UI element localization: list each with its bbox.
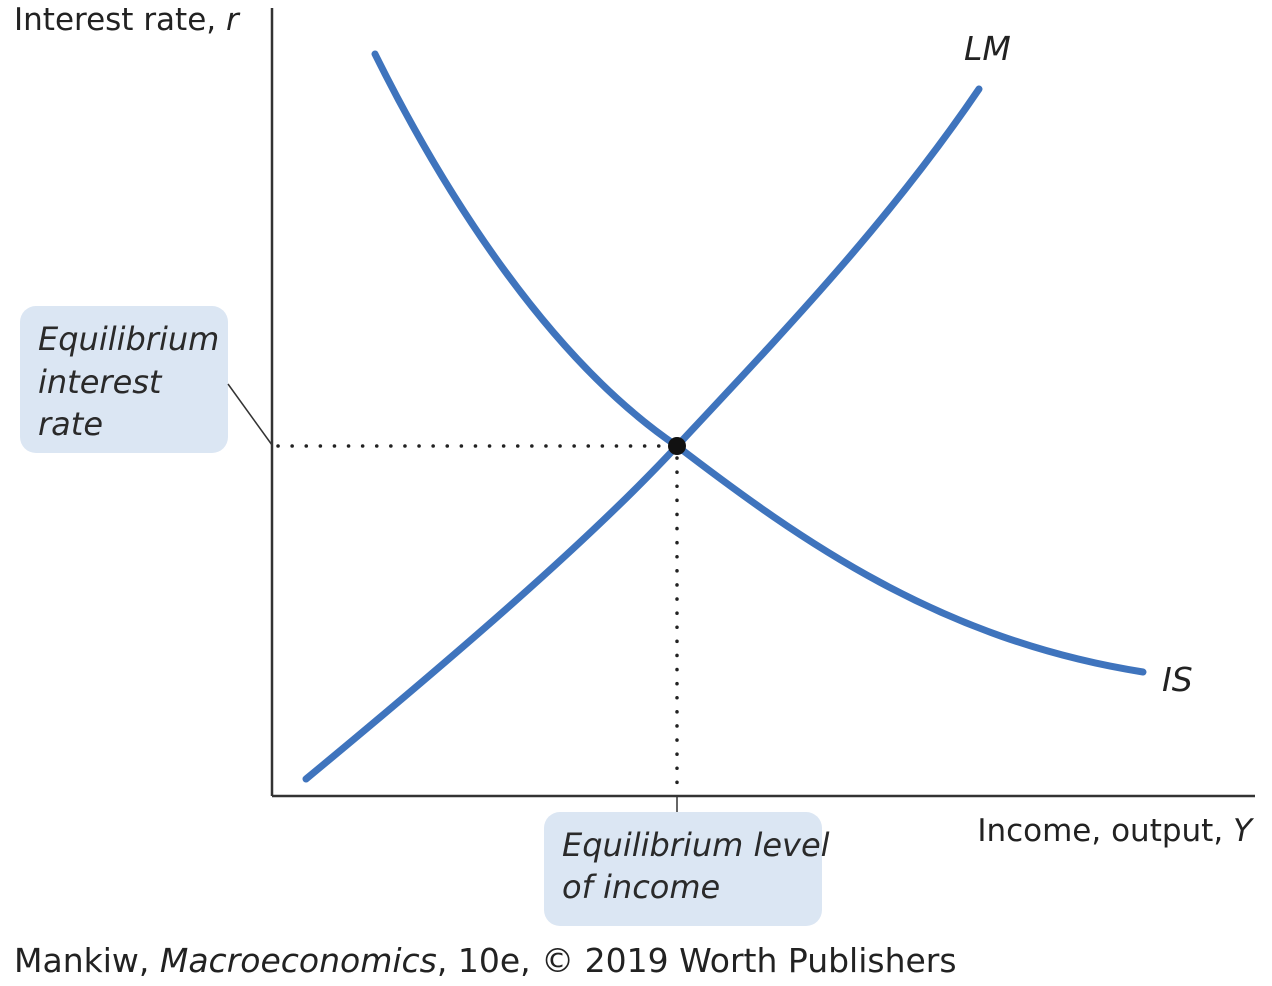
is-curve-label: IS — [1162, 660, 1193, 699]
x-axis-label-text: Income, output, — [977, 813, 1233, 849]
lm-curve — [302, 85, 983, 783]
interest-rate-callout-line-2: interest — [38, 363, 163, 401]
interest-rate-callout-line-3: rate — [38, 405, 103, 443]
credit-title: Macroeconomics — [160, 941, 437, 980]
income-callout-line-1: Equilibrium level — [562, 826, 830, 864]
y-axis-variable: r — [226, 2, 241, 38]
source-credit: Mankiw, Macroeconomics, 10e, © 2019 Wort… — [14, 941, 957, 980]
y-axis-label: Interest rate, r — [14, 2, 241, 38]
interest-rate-callout-line-1: Equilibrium — [38, 320, 219, 358]
x-axis-label: Income, output, Y — [977, 813, 1254, 849]
equilibrium-interest-rate-callout-box — [20, 306, 228, 453]
interest-rate-leader-line — [227, 383, 273, 446]
is-curve — [371, 50, 1147, 676]
equilibrium-point — [668, 437, 686, 455]
y-axis-label-text: Interest rate, — [14, 2, 226, 38]
income-callout-line-2: of income — [562, 868, 720, 906]
equilibrium-income-callout-box — [544, 812, 822, 926]
lm-curve-label: LM — [964, 29, 1011, 68]
credit-author: Mankiw, — [14, 941, 160, 980]
x-axis-variable: Y — [1233, 813, 1254, 849]
credit-rest: , 10e, © 2019 Worth Publishers — [437, 941, 957, 980]
